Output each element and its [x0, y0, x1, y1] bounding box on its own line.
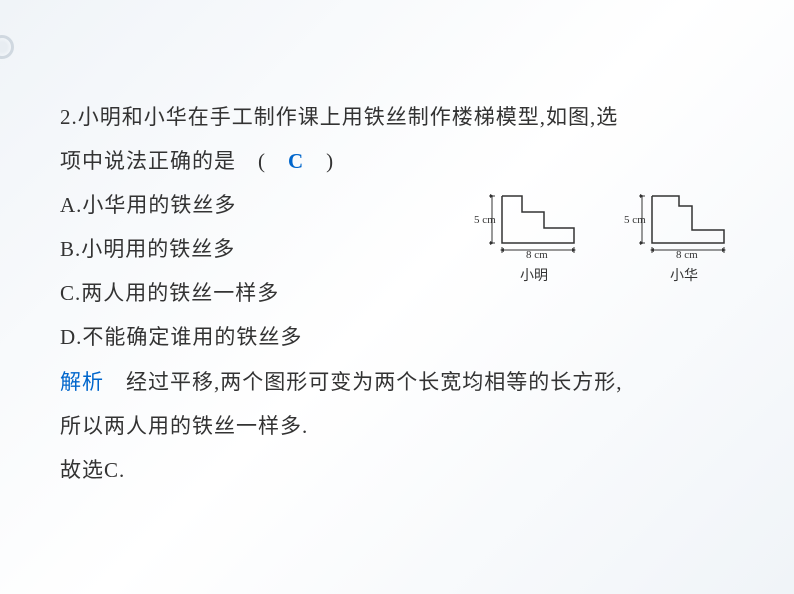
staircase-right-svg: 5 cm 8 cm	[624, 188, 744, 258]
diagram-right: 5 cm 8 cm 小华	[624, 188, 744, 285]
options-text: A.小华用的铁丝多 B.小明用的铁丝多 C.两人用的铁丝一样多	[60, 183, 474, 315]
question-line-1: 2.小明和小华在手工制作课上用铁丝制作楼梯模型,如图,选	[60, 95, 734, 139]
diagram-right-name: 小华	[624, 265, 744, 285]
option-b: B.小明用的铁丝多	[60, 227, 474, 271]
analysis-spacer	[104, 370, 126, 394]
question-text-1: 小明和小华在手工制作课上用铁丝制作楼梯模型,如图,选	[78, 105, 619, 129]
diagram-left-name: 小明	[474, 265, 594, 285]
question-line-2: 项中说法正确的是 ( C )	[60, 139, 734, 183]
diagram-left: 5 cm 8 cm 小明	[474, 188, 594, 285]
analysis-line-3: 故选C.	[60, 448, 734, 492]
option-a: A.小华用的铁丝多	[60, 183, 474, 227]
answer-letter: C	[288, 149, 304, 173]
question-number: 2.	[60, 105, 78, 129]
question-text-2-suffix: )	[304, 149, 334, 173]
question-text-2-prefix: 项中说法正确的是 (	[60, 149, 288, 173]
analysis-line-2: 所以两人用的铁丝一样多.	[60, 404, 734, 448]
options-container: A.小华用的铁丝多 B.小明用的铁丝多 C.两人用的铁丝一样多 5 cm	[60, 183, 734, 315]
width-label-right: 8 cm	[676, 249, 698, 258]
diagrams-container: 5 cm 8 cm 小明 5 cm	[474, 188, 744, 285]
analysis-text-1: 经过平移,两个图形可变为两个长宽均相等的长方形,	[126, 370, 623, 394]
option-c: C.两人用的铁丝一样多	[60, 271, 474, 315]
analysis-label: 解析	[60, 370, 104, 394]
height-label-left: 5 cm	[474, 214, 496, 226]
content-area: 2.小明和小华在手工制作课上用铁丝制作楼梯模型,如图,选 项中说法正确的是 ( …	[0, 0, 794, 492]
option-d: D.不能确定谁用的铁丝多	[60, 315, 734, 359]
width-label-left: 8 cm	[526, 249, 548, 258]
height-label-right: 5 cm	[624, 214, 646, 226]
analysis-line-1: 解析 经过平移,两个图形可变为两个长宽均相等的长方形,	[60, 360, 734, 404]
staircase-left-svg: 5 cm 8 cm	[474, 188, 594, 258]
